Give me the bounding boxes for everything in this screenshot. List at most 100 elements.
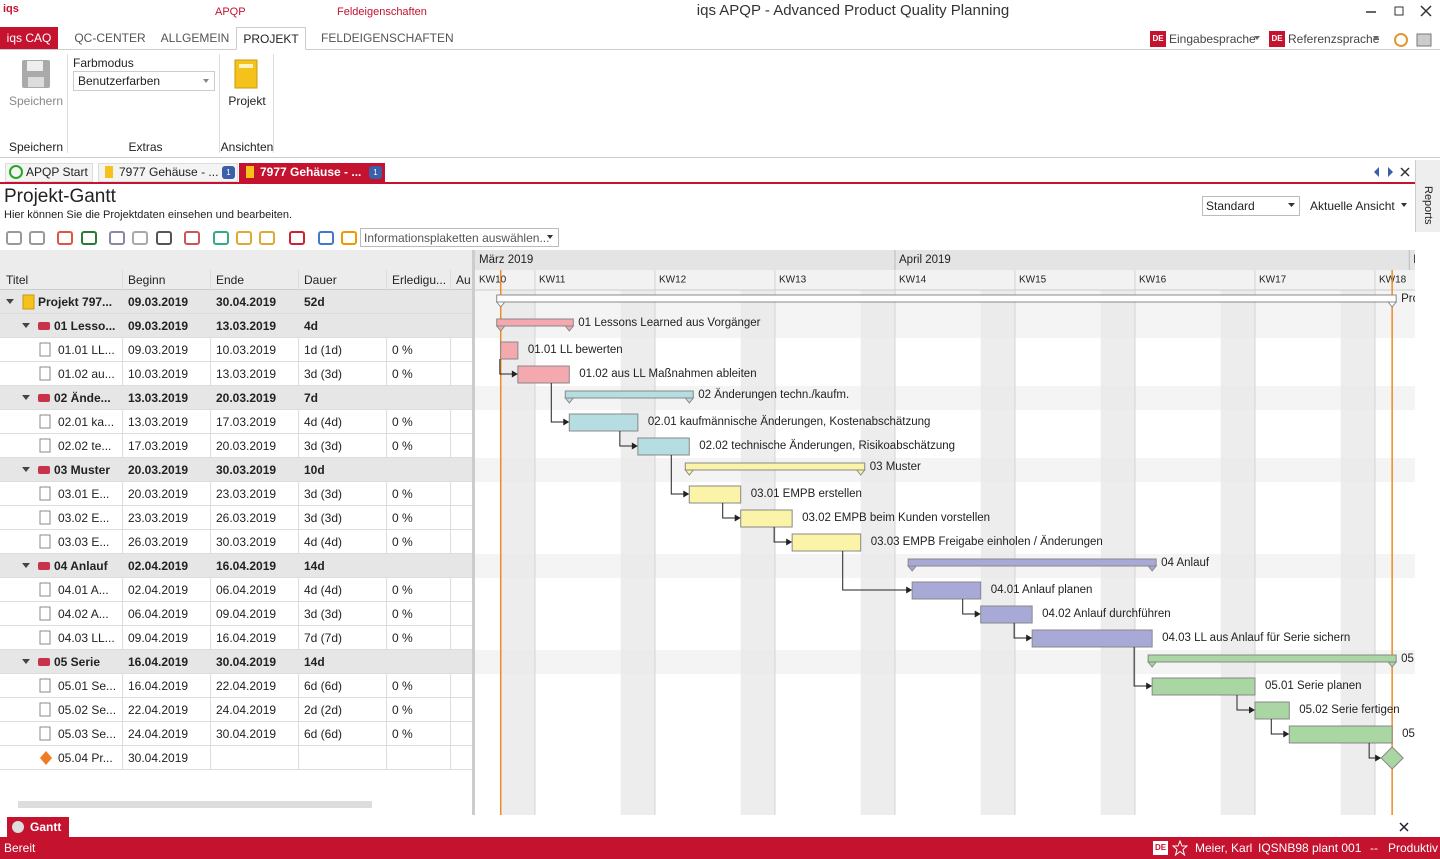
document-tab[interactable] (239, 163, 385, 182)
ribbon-tab[interactable]: FELDEIGENSCHAFTEN (321, 31, 454, 45)
expand-toggle[interactable] (22, 323, 30, 328)
ribbon-tab[interactable]: PROJEKT (236, 27, 306, 50)
month-label: April 2019 (899, 254, 951, 266)
task-bar[interactable] (688, 485, 742, 504)
table-row[interactable] (0, 602, 472, 626)
column-header[interactable]: Titel (6, 273, 29, 287)
toolbar-button[interactable] (28, 229, 46, 247)
task-bar[interactable] (637, 437, 690, 456)
next[interactable] (1388, 167, 1393, 177)
table-cell: 06.04.2019 (216, 583, 277, 597)
prev[interactable] (1374, 167, 1379, 177)
task-bar[interactable] (500, 341, 519, 360)
arrow (547, 235, 553, 239)
table-row[interactable] (0, 722, 472, 746)
table-row[interactable] (0, 362, 472, 386)
toolbar-button[interactable] (131, 229, 149, 247)
task-bar[interactable] (1288, 725, 1393, 744)
month-header (475, 250, 1415, 270)
ribbon-button[interactable]: Projekt (228, 94, 266, 108)
language-select[interactable]: Eingabesprache (1169, 32, 1256, 46)
task-bar[interactable] (1151, 677, 1256, 696)
task-bar[interactable] (980, 605, 1033, 624)
expand-toggle[interactable] (22, 467, 30, 472)
table-row[interactable] (0, 530, 472, 554)
task-bar[interactable] (568, 413, 639, 432)
table-row[interactable] (0, 578, 472, 602)
context-tab[interactable]: Feldeigenschaften (337, 6, 427, 18)
column-header[interactable]: Ende (216, 273, 245, 287)
table-row[interactable] (0, 458, 472, 482)
expand-toggle[interactable] (22, 659, 30, 664)
ribbon-tab[interactable]: ALLGEMEIN (160, 31, 230, 45)
view-tab[interactable] (7, 817, 69, 837)
view-select[interactable]: Standard (1202, 196, 1300, 216)
document-tab-icon (9, 165, 23, 179)
view-menu[interactable]: Aktuelle Ansicht (1310, 199, 1395, 213)
horizontal-scrollbar[interactable] (18, 801, 372, 808)
ribbon-button[interactable]: Speichern (8, 94, 64, 108)
task-bar[interactable] (911, 581, 982, 600)
column-divider (298, 270, 299, 770)
expand-toggle[interactable] (6, 299, 14, 304)
table-row[interactable] (0, 650, 472, 674)
close[interactable] (1400, 167, 1410, 177)
context-tab[interactable]: APQP (215, 6, 246, 18)
toolbar-button[interactable] (183, 229, 201, 247)
ribbon-tab[interactable]: QC-CENTER (74, 31, 146, 45)
table-row[interactable] (0, 434, 472, 458)
toolbar-button[interactable] (212, 229, 230, 247)
table-row[interactable] (0, 386, 472, 410)
task-bar[interactable] (1031, 629, 1153, 648)
document-tab[interactable] (5, 163, 93, 182)
expand-toggle[interactable] (22, 395, 30, 400)
table-row[interactable] (0, 746, 472, 770)
column-header[interactable]: Dauer (304, 273, 337, 287)
toolbar-button[interactable] (235, 229, 253, 247)
task-bar[interactable] (1254, 701, 1290, 720)
table-row[interactable] (0, 314, 472, 338)
toolbar-button[interactable] (80, 229, 98, 247)
column-header[interactable]: Erledigu... (392, 273, 447, 287)
toolbar-button[interactable] (56, 229, 74, 247)
restore-button[interactable] (1394, 6, 1404, 16)
task-bar[interactable] (517, 365, 570, 384)
color-mode-select[interactable]: Benutzerfarben (73, 71, 215, 91)
info-select[interactable]: Informationsplaketten auswählen... (360, 228, 559, 247)
table-cell: 52d (304, 295, 325, 309)
task-bar[interactable] (740, 509, 793, 528)
star[interactable] (1172, 840, 1188, 856)
ribbon-tab[interactable]: iqs CAQ (0, 27, 58, 50)
toolbar-button[interactable] (155, 229, 173, 247)
language-select[interactable]: Referenzsprache (1288, 32, 1380, 46)
toolbar-button[interactable] (5, 229, 23, 247)
column-header[interactable]: Beginn (128, 273, 166, 287)
side-panel-label[interactable]: Reports (1422, 186, 1434, 225)
table-row[interactable] (0, 290, 472, 314)
toolbar-button[interactable] (108, 229, 126, 247)
toolbar-button[interactable] (317, 229, 335, 247)
table-cell: 01.02 au... (58, 367, 115, 381)
table-row[interactable] (0, 482, 472, 506)
table-row[interactable] (0, 554, 472, 578)
toolbar-button[interactable] (340, 229, 358, 247)
table-row[interactable] (0, 410, 472, 434)
status-user: Meier, Karl (1195, 841, 1253, 855)
toolbar-button[interactable] (288, 229, 306, 247)
column-header[interactable]: Au (456, 273, 471, 287)
table-row[interactable] (0, 338, 472, 362)
table-row[interactable] (0, 506, 472, 530)
document-tab[interactable] (98, 163, 238, 182)
toolbar-button[interactable] (258, 229, 276, 247)
close-panel (1399, 822, 1409, 832)
close-button[interactable] (1420, 5, 1432, 17)
side-panel[interactable] (1415, 160, 1440, 232)
table-row[interactable] (0, 674, 472, 698)
milestone[interactable] (1380, 746, 1404, 770)
task-bar[interactable] (791, 533, 862, 552)
x[interactable] (1399, 822, 1409, 832)
expand-toggle[interactable] (22, 563, 30, 568)
table-row[interactable] (0, 698, 472, 722)
table-row[interactable] (0, 626, 472, 650)
dependency-line (550, 383, 565, 423)
